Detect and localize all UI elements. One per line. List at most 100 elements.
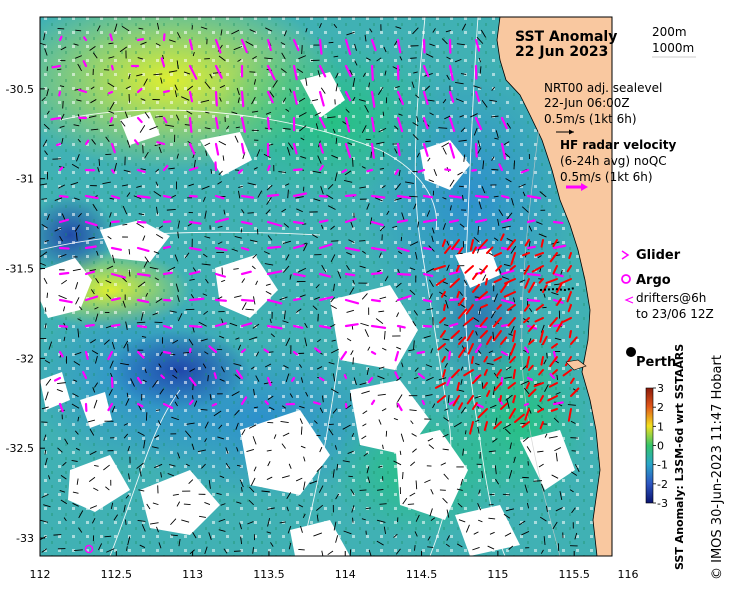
current-vector [59, 85, 65, 88]
current-vector [166, 209, 176, 211]
current-vector [216, 492, 222, 496]
current-vector [186, 110, 193, 115]
current-vector [200, 26, 208, 30]
current-vector [89, 428, 95, 436]
hf-radar-vector [514, 413, 525, 423]
current-vector [265, 290, 272, 295]
altimetry-vector [318, 324, 332, 330]
current-vector [253, 167, 258, 170]
current-vector [138, 213, 145, 216]
current-vector [217, 436, 225, 440]
hf-radar-vector [493, 330, 502, 342]
current-vector [375, 318, 384, 325]
altimetry-vector [292, 350, 299, 356]
hf-radar-vector [451, 239, 460, 251]
current-vector [551, 474, 559, 479]
current-vector [477, 226, 480, 235]
altimetry-vector [422, 90, 429, 106]
current-vector [155, 115, 163, 118]
colorbar-tick-label: 3 [657, 382, 664, 395]
current-vector [393, 533, 398, 538]
current-vector [281, 475, 290, 479]
current-vector [343, 179, 353, 183]
current-vector [58, 253, 67, 258]
current-vector [411, 433, 417, 437]
colorbar-tick-label: -3 [657, 497, 668, 510]
current-vector [281, 443, 286, 449]
hf-radar-vector [470, 356, 474, 365]
current-vector [376, 57, 382, 62]
current-vector [473, 127, 478, 136]
current-vector [201, 185, 210, 190]
altimetry-velocity-vectors [50, 33, 567, 413]
current-vector [472, 546, 480, 551]
current-vector [89, 505, 98, 509]
current-vector [361, 518, 366, 521]
bathymetry-contours [40, 17, 506, 556]
current-vector [97, 167, 100, 173]
altimetry-vector [266, 270, 283, 276]
current-vector [497, 218, 500, 226]
current-vector [402, 497, 408, 505]
altimetry-vector [109, 33, 114, 42]
altimetry-vector [188, 64, 198, 80]
current-vector [76, 99, 82, 102]
y-axis: -30.5 -31 -31.5 -32 -32.5 -33 [6, 83, 45, 545]
altimetry-vector [51, 64, 62, 69]
current-vector [548, 435, 558, 439]
current-vector [349, 549, 352, 556]
altimetry-vector [188, 376, 197, 387]
current-vector [233, 363, 242, 367]
current-vector [350, 221, 354, 228]
hf-radar-vector [452, 395, 460, 407]
current-vector [425, 364, 433, 368]
current-vector [316, 514, 319, 522]
current-vector [247, 182, 256, 186]
current-vector [241, 302, 247, 311]
hf-radar-vector [549, 317, 558, 327]
current-vector [299, 405, 305, 409]
current-vector [501, 276, 510, 280]
current-vector [445, 29, 451, 33]
current-vector [185, 463, 190, 467]
current-vector [359, 265, 366, 269]
current-vector [444, 115, 451, 120]
current-vector [446, 264, 450, 271]
altimetry-vector [448, 399, 457, 406]
current-vector [555, 507, 563, 512]
altimetry-vector [448, 116, 456, 133]
altimetry-vector [214, 298, 227, 302]
current-vector [137, 57, 144, 60]
hf-radar-vector [493, 356, 502, 362]
altimetry-vector [318, 376, 325, 382]
current-vector [186, 85, 194, 91]
current-vector [424, 479, 431, 484]
hf-radar-label-line1: HF radar velocity [560, 138, 676, 152]
current-vector [429, 112, 434, 116]
current-vector [493, 237, 499, 241]
current-vector [156, 233, 164, 239]
current-vector [473, 531, 479, 535]
hf-radar-vector [495, 265, 502, 272]
current-vector [413, 376, 419, 380]
current-vector [316, 465, 323, 473]
hf-radar-vector [556, 320, 564, 332]
current-vector [44, 239, 49, 243]
current-vector [265, 209, 271, 215]
current-vector [141, 335, 147, 338]
current-vector [327, 116, 336, 119]
altimetry-vector [162, 164, 169, 172]
current-vector [265, 111, 272, 115]
current-vector [342, 424, 351, 430]
hf-radar-vector [566, 265, 572, 273]
current-vector [384, 70, 387, 76]
current-vector [552, 521, 558, 530]
current-vector [160, 472, 162, 478]
hf-radar-vector [559, 278, 572, 285]
current-vector [125, 321, 128, 330]
current-vector [96, 25, 101, 32]
current-vector [333, 23, 338, 29]
altimetry-vector [240, 142, 245, 155]
altimetry-vector [396, 116, 404, 133]
current-vector [394, 148, 398, 154]
